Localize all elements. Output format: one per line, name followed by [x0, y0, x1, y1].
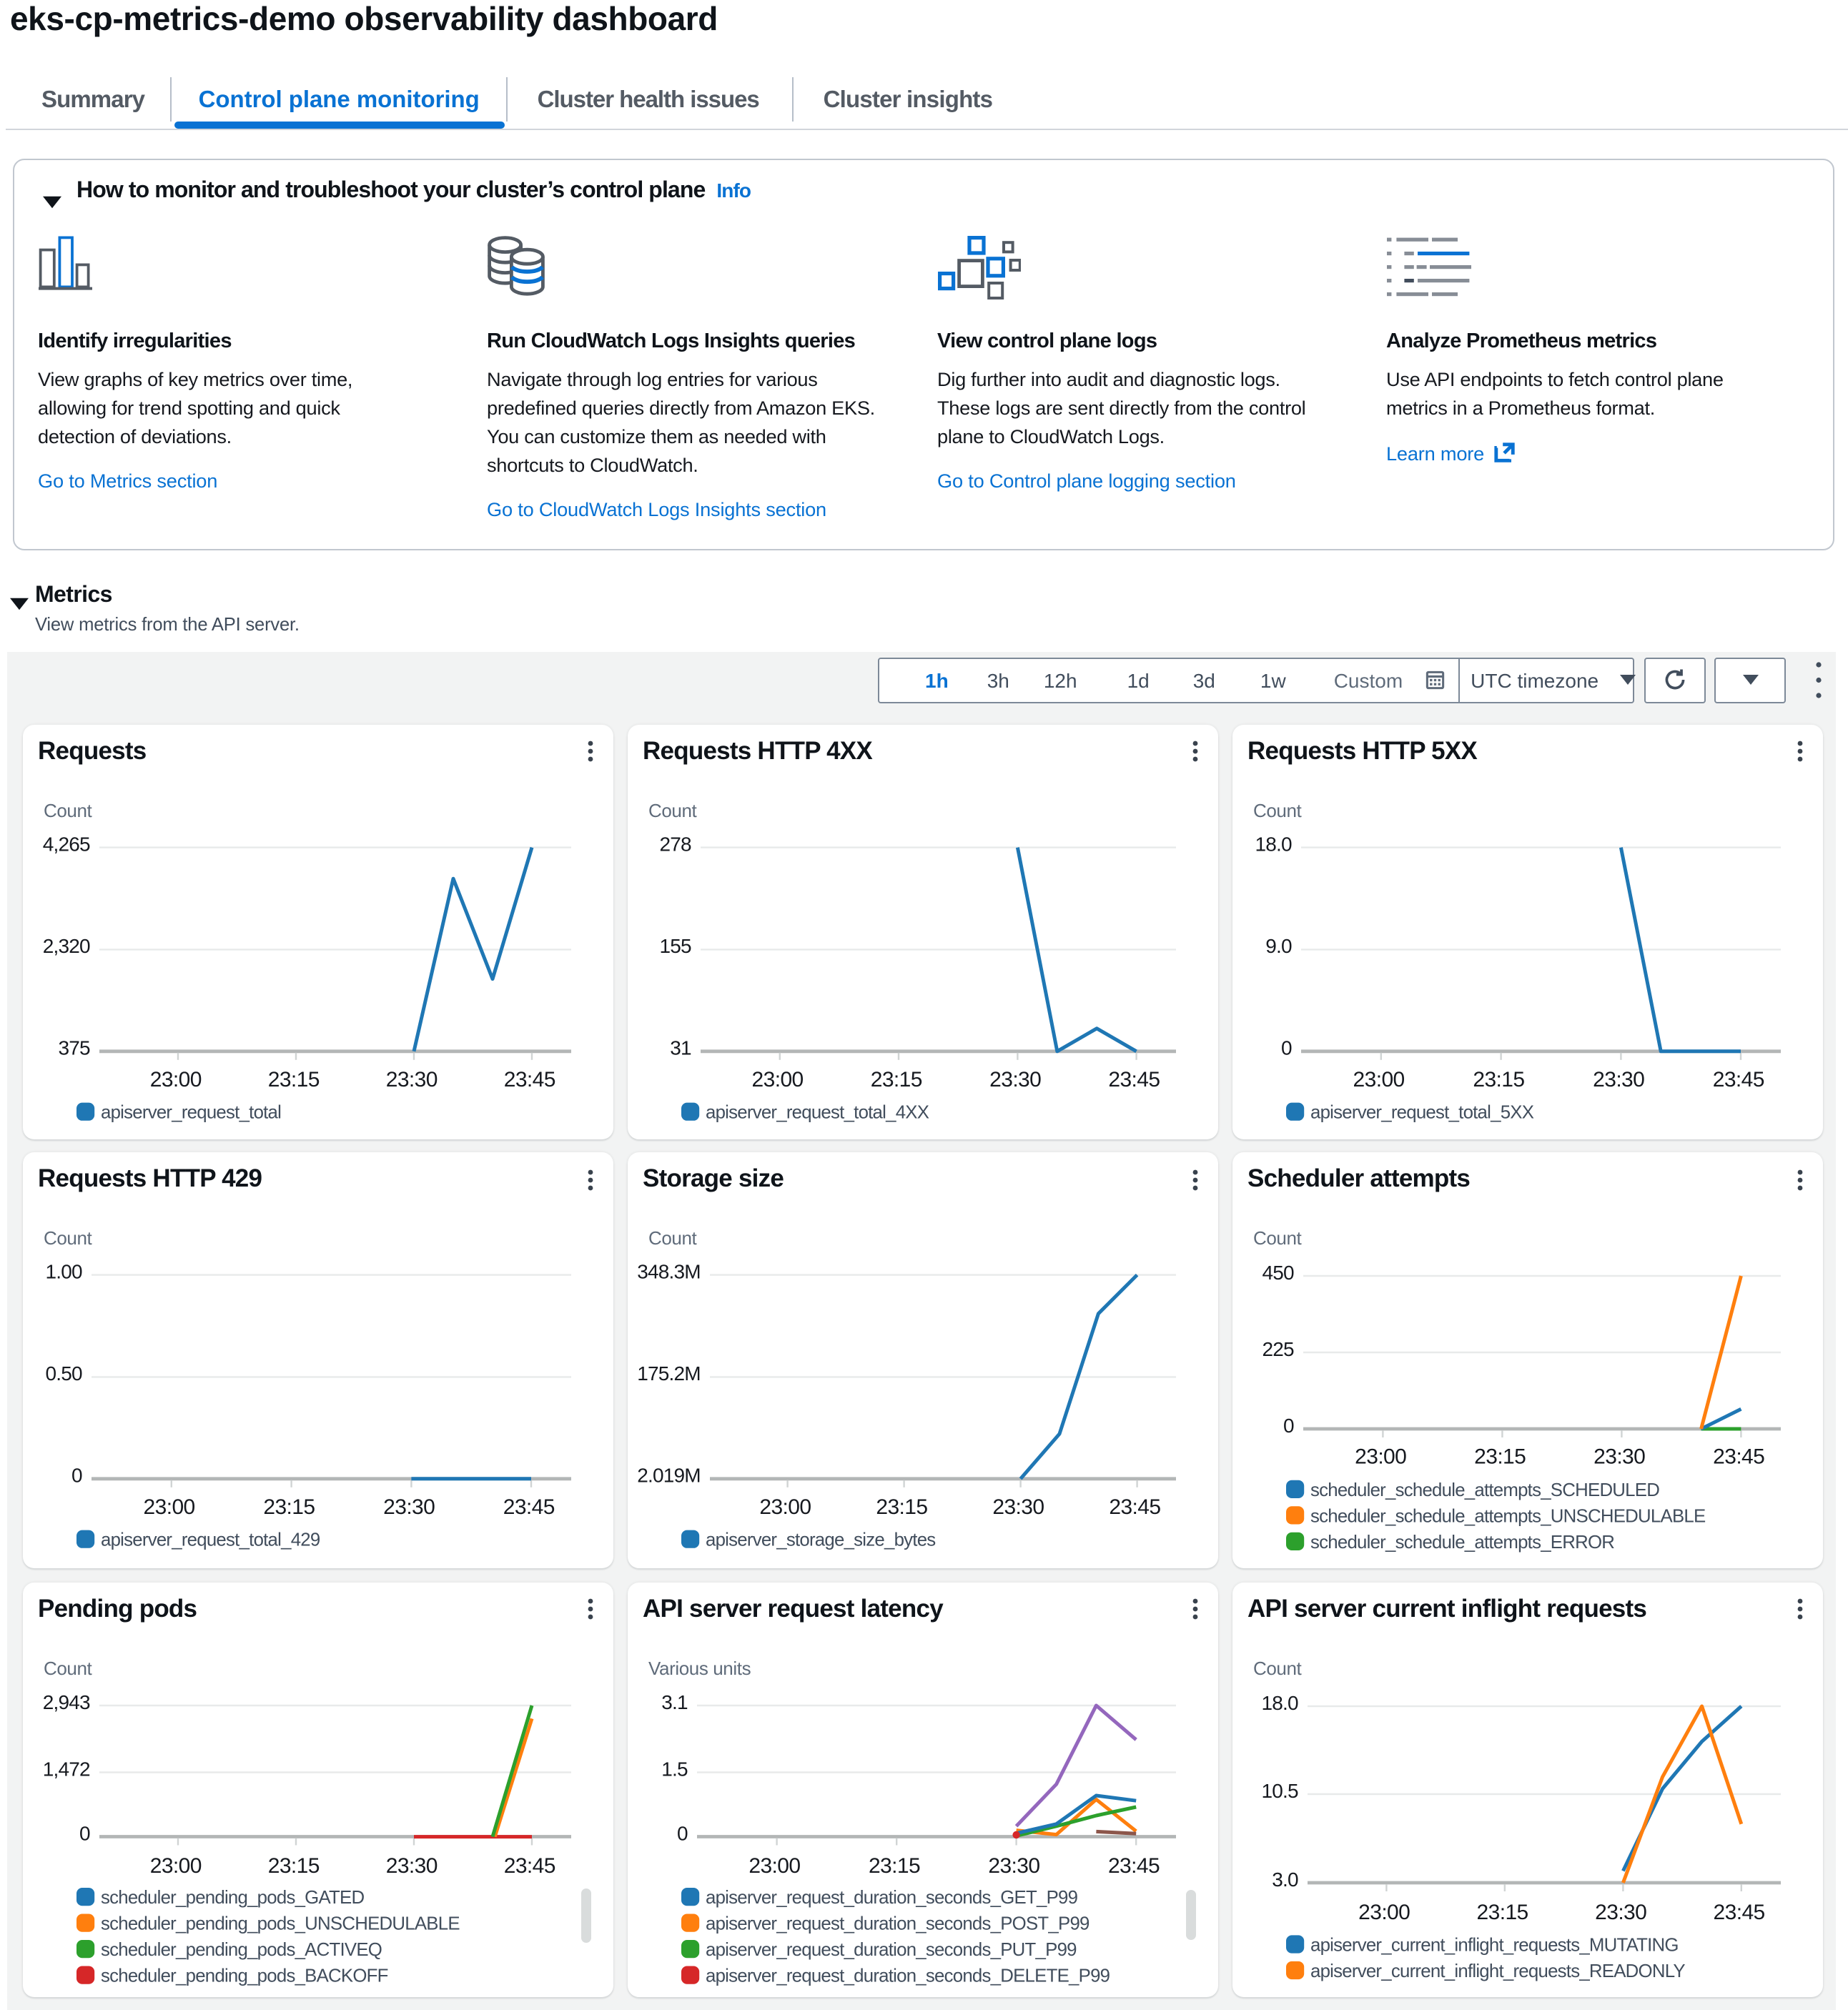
svg-text:Count: Count: [1252, 799, 1302, 821]
svg-text:apiserver_request_duration_sec: apiserver_request_duration_seconds_DELET…: [705, 1966, 1110, 1986]
svg-text:scheduler_pending_pods_BACKOFF: scheduler_pending_pods_BACKOFF: [100, 1966, 387, 1986]
svg-text:23:15: 23:15: [870, 1067, 921, 1091]
svg-text:23:45: 23:45: [1713, 1900, 1764, 1924]
svg-text:0: 0: [79, 1821, 89, 1843]
svg-text:23:15: 23:15: [267, 1067, 319, 1091]
svg-text:23:45: 23:45: [1712, 1445, 1764, 1468]
svg-text:278: 278: [658, 832, 691, 854]
svg-text:348.3M: 348.3M: [636, 1260, 700, 1282]
svg-text:apiserver_request_duration_sec: apiserver_request_duration_seconds_GET_P…: [705, 1887, 1077, 1907]
svg-text:scheduler_pending_pods_UNSCHED: scheduler_pending_pods_UNSCHEDULABLE: [100, 1914, 459, 1934]
svg-text:9.0: 9.0: [1265, 934, 1291, 956]
svg-text:apiserver_storage_size_bytes: apiserver_storage_size_bytes: [705, 1530, 934, 1550]
svg-text:3.0: 3.0: [1271, 1868, 1298, 1890]
svg-text:apiserver_request_duration_sec: apiserver_request_duration_seconds_PUT_P…: [705, 1939, 1076, 1959]
svg-text:23:30: 23:30: [1594, 1900, 1646, 1924]
svg-text:2,943: 2,943: [42, 1690, 89, 1713]
svg-text:apiserver_request_total_429: apiserver_request_total_429: [100, 1530, 320, 1550]
svg-text:apiserver_current_inflight_req: apiserver_current_inflight_requests_READ…: [1310, 1961, 1684, 1981]
svg-text:23:30: 23:30: [1593, 1445, 1644, 1468]
svg-text:23:00: 23:00: [149, 1853, 201, 1877]
svg-text:23:30: 23:30: [992, 1495, 1043, 1519]
svg-text:23:45: 23:45: [1712, 1067, 1764, 1091]
svg-text:23:30: 23:30: [1592, 1067, 1644, 1091]
svg-text:23:30: 23:30: [385, 1067, 437, 1091]
svg-text:23:30: 23:30: [987, 1853, 1039, 1877]
svg-text:23:00: 23:00: [1358, 1900, 1409, 1924]
svg-text:scheduler_schedule_attempts_UN: scheduler_schedule_attempts_UNSCHEDULABL…: [1310, 1506, 1705, 1526]
svg-text:31: 31: [669, 1036, 691, 1059]
svg-text:23:45: 23:45: [1108, 1495, 1160, 1519]
svg-text:23:30: 23:30: [382, 1495, 434, 1519]
svg-text:225: 225: [1261, 1338, 1293, 1360]
svg-text:1.00: 1.00: [45, 1260, 82, 1282]
svg-text:18.0: 18.0: [1255, 832, 1292, 854]
svg-text:155: 155: [658, 934, 691, 956]
svg-text:Count: Count: [43, 1657, 92, 1678]
svg-text:0: 0: [71, 1465, 81, 1487]
svg-text:10.5: 10.5: [1261, 1779, 1298, 1801]
svg-text:23:45: 23:45: [503, 1495, 554, 1519]
svg-text:0.50: 0.50: [45, 1362, 82, 1385]
svg-text:23:15: 23:15: [1473, 1445, 1525, 1468]
svg-text:450: 450: [1261, 1262, 1293, 1284]
svg-text:2,320: 2,320: [42, 934, 89, 956]
svg-text:Count: Count: [648, 1227, 697, 1249]
svg-text:18.0: 18.0: [1261, 1691, 1298, 1713]
svg-text:23:45: 23:45: [503, 1853, 555, 1877]
svg-text:Count: Count: [43, 1227, 92, 1249]
svg-text:1,472: 1,472: [42, 1757, 89, 1779]
svg-text:23:00: 23:00: [759, 1495, 810, 1519]
svg-text:Count: Count: [1252, 1227, 1302, 1249]
svg-text:Various units: Various units: [648, 1657, 751, 1678]
svg-text:0: 0: [1283, 1415, 1293, 1437]
svg-text:23:00: 23:00: [149, 1067, 201, 1091]
svg-text:3.1: 3.1: [661, 1690, 687, 1713]
svg-text:scheduler_schedule_attempts_ER: scheduler_schedule_attempts_ERROR: [1310, 1533, 1614, 1553]
svg-text:4,265: 4,265: [42, 832, 89, 854]
svg-text:Count: Count: [648, 799, 697, 821]
svg-text:0: 0: [1280, 1036, 1291, 1059]
svg-text:23:15: 23:15: [875, 1495, 927, 1519]
svg-text:apiserver_request_total_5XX: apiserver_request_total_5XX: [1310, 1102, 1533, 1122]
svg-text:2.019M: 2.019M: [636, 1465, 700, 1487]
svg-text:1.5: 1.5: [661, 1757, 687, 1779]
svg-text:23:15: 23:15: [267, 1853, 319, 1877]
svg-text:apiserver_request_duration_sec: apiserver_request_duration_seconds_POST_…: [705, 1914, 1089, 1934]
svg-text:23:15: 23:15: [262, 1495, 314, 1519]
svg-text:23:45: 23:45: [1107, 1853, 1159, 1877]
svg-text:23:00: 23:00: [748, 1853, 799, 1877]
svg-text:23:45: 23:45: [1107, 1067, 1159, 1091]
svg-text:Count: Count: [43, 799, 92, 821]
svg-text:23:30: 23:30: [989, 1067, 1040, 1091]
svg-text:23:45: 23:45: [503, 1067, 555, 1091]
svg-text:apiserver_request_total_4XX: apiserver_request_total_4XX: [705, 1102, 929, 1122]
svg-text:23:00: 23:00: [1353, 1067, 1404, 1091]
svg-text:scheduler_pending_pods_GATED: scheduler_pending_pods_GATED: [100, 1887, 363, 1907]
svg-text:23:00: 23:00: [143, 1495, 194, 1519]
svg-text:apiserver_request_total: apiserver_request_total: [100, 1102, 280, 1122]
svg-text:scheduler_pending_pods_ACTIVEQ: scheduler_pending_pods_ACTIVEQ: [100, 1939, 381, 1959]
svg-text:apiserver_current_inflight_req: apiserver_current_inflight_requests_MUTA…: [1310, 1934, 1678, 1954]
svg-text:Count: Count: [1252, 1657, 1302, 1678]
svg-text:23:30: 23:30: [385, 1853, 437, 1877]
svg-text:23:15: 23:15: [868, 1853, 919, 1877]
svg-text:175.2M: 175.2M: [636, 1362, 700, 1385]
svg-text:scheduler_schedule_attempts_SC: scheduler_schedule_attempts_SCHEDULED: [1310, 1480, 1659, 1500]
svg-text:23:00: 23:00: [1354, 1445, 1405, 1468]
svg-text:375: 375: [57, 1036, 89, 1059]
svg-text:23:15: 23:15: [1472, 1067, 1523, 1091]
svg-text:23:15: 23:15: [1476, 1900, 1528, 1924]
svg-text:23:00: 23:00: [751, 1067, 803, 1091]
svg-text:0: 0: [676, 1821, 687, 1843]
